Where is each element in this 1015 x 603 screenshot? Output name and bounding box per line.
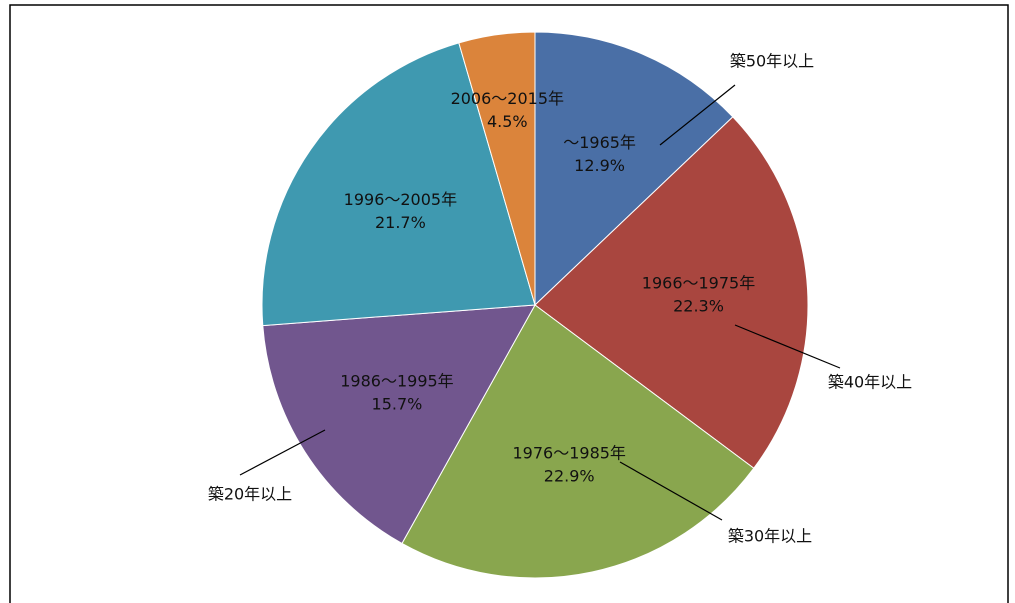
slice-label: 1986～1995年 bbox=[340, 372, 453, 391]
pie-slice bbox=[534, 31, 734, 307]
value-label: 22.9% bbox=[544, 467, 595, 486]
annotation: 築40年以上 bbox=[828, 373, 912, 392]
slice-label: 1966～1975年 bbox=[642, 274, 755, 293]
leader-line bbox=[734, 324, 841, 369]
value-label: 12.9% bbox=[574, 156, 625, 175]
slice-label: 2006～2015年 bbox=[451, 89, 564, 108]
pie-slice bbox=[262, 304, 536, 545]
leader-line bbox=[619, 461, 723, 521]
annotation: 築20年以上 bbox=[208, 485, 292, 504]
value-label: 22.3% bbox=[673, 297, 724, 316]
leader-lines bbox=[239, 84, 841, 521]
pie-slice bbox=[401, 304, 755, 579]
value-label: 21.7% bbox=[375, 213, 426, 232]
pie-slice bbox=[534, 116, 809, 469]
pie-slice bbox=[261, 42, 536, 327]
pie-slice bbox=[458, 31, 536, 306]
pie bbox=[261, 31, 809, 579]
slice-label: 1976～1985年 bbox=[512, 444, 625, 463]
annotation: 築50年以上 bbox=[730, 52, 814, 71]
slice-label: ～1965年 bbox=[563, 133, 636, 152]
slice-label: 1996～2005年 bbox=[344, 190, 457, 209]
annotation: 築30年以上 bbox=[728, 527, 812, 546]
value-label: 15.7% bbox=[372, 395, 423, 414]
leader-line bbox=[659, 84, 736, 146]
value-label: 4.5% bbox=[487, 112, 528, 131]
leader-line bbox=[239, 429, 326, 476]
